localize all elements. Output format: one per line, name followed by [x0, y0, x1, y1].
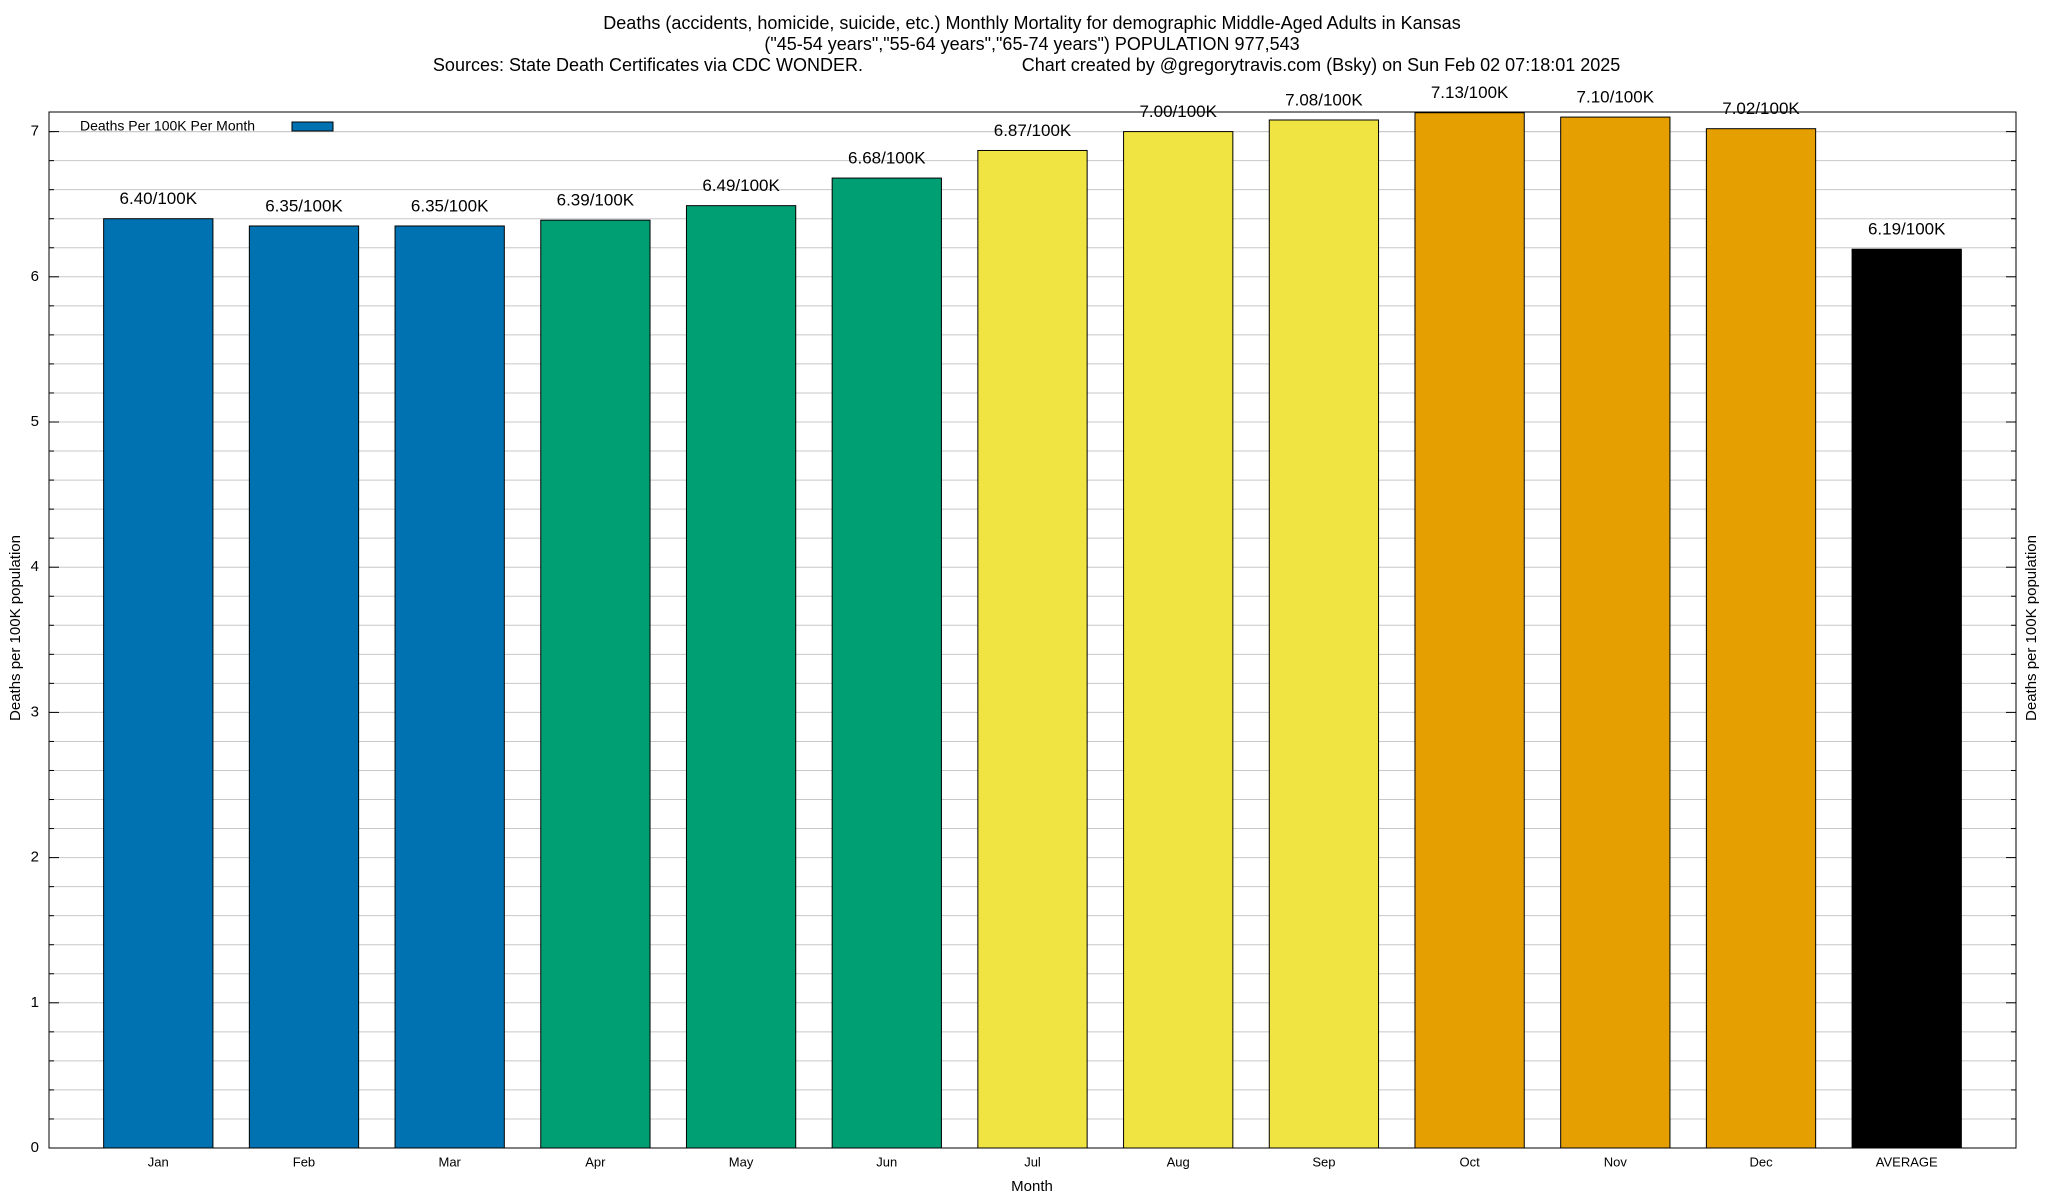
y-tick-label: 4 — [31, 558, 39, 575]
legend-swatch — [291, 121, 334, 132]
bar — [1268, 119, 1380, 1149]
value-label: 7.08/100K — [1285, 90, 1363, 109]
value-label: 6.87/100K — [994, 121, 1072, 140]
value-label: 6.68/100K — [848, 149, 926, 168]
bar — [1851, 248, 1962, 1149]
x-tick-label: Jan — [148, 1154, 169, 1169]
x-tick-label: Aug — [1167, 1154, 1190, 1169]
value-label: 7.02/100K — [1722, 99, 1800, 118]
chart-credit: Chart created by @gregorytravis.com (Bsk… — [1022, 55, 1621, 75]
x-tick-label: Nov — [1604, 1154, 1628, 1169]
x-tick-label: Jul — [1024, 1154, 1041, 1169]
chart-source: Sources: State Death Certificates via CD… — [433, 55, 863, 75]
bar — [1705, 128, 1817, 1149]
value-label: 6.40/100K — [120, 189, 198, 208]
bar — [685, 205, 797, 1149]
bar — [1560, 116, 1671, 1149]
y-tick-label: 2 — [31, 849, 39, 866]
value-label: 7.10/100K — [1577, 88, 1655, 107]
y-tick-label: 1 — [31, 994, 39, 1011]
bar — [831, 177, 942, 1149]
legend-label: Deaths Per 100K Per Month — [80, 118, 255, 134]
x-axis-label: Month — [1011, 1178, 1053, 1195]
x-tick-label: Feb — [293, 1154, 315, 1169]
x-tick-label: Sep — [1312, 1154, 1335, 1169]
x-tick-label: Oct — [1459, 1154, 1480, 1169]
bar — [977, 149, 1088, 1149]
value-label: 7.13/100K — [1431, 83, 1509, 102]
y-axis-label: Deaths per 100K population — [7, 535, 24, 721]
value-label: 6.35/100K — [265, 196, 343, 215]
y-tick-label: 5 — [31, 413, 39, 430]
y2-axis-label: Deaths per 100K population — [2023, 535, 2040, 721]
y-tick-label: 7 — [31, 123, 39, 140]
value-label: 6.39/100K — [557, 191, 635, 210]
y-tick-label: 0 — [31, 1139, 39, 1156]
value-label: 6.19/100K — [1868, 220, 1946, 239]
x-tick-label: Mar — [438, 1154, 461, 1169]
x-tick-label: Dec — [1749, 1154, 1773, 1169]
plot-frame — [48, 111, 2017, 1149]
x-tick-label: AVERAGE — [1876, 1154, 1938, 1169]
chart-title: Deaths (accidents, homicide, suicide, et… — [603, 13, 1460, 33]
bar — [1414, 112, 1525, 1149]
bar — [103, 218, 214, 1149]
x-tick-label: May — [729, 1154, 754, 1169]
value-label: 6.49/100K — [702, 176, 780, 195]
bar — [540, 219, 651, 1149]
x-tick-label: Jun — [876, 1154, 897, 1169]
bar — [248, 225, 360, 1149]
chart-subtitle: ("45-54 years","55-64 years","65-74 year… — [764, 34, 1299, 54]
y-tick-label: 6 — [31, 268, 39, 285]
x-tick-label: Apr — [585, 1154, 606, 1169]
value-label: 6.35/100K — [411, 196, 489, 215]
bar — [1123, 131, 1234, 1149]
y-tick-label: 3 — [31, 703, 39, 720]
bar — [394, 225, 505, 1149]
